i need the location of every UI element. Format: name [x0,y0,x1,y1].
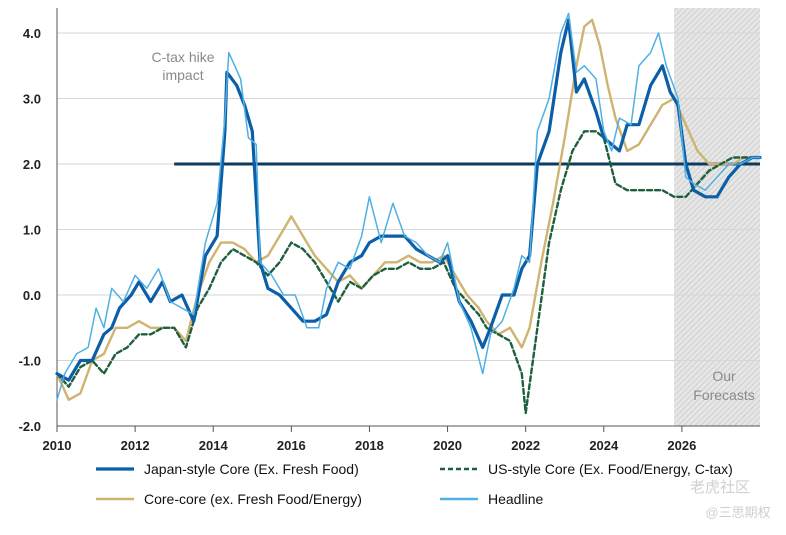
x-tick-label: 2022 [511,438,540,453]
x-tick-label: 2026 [667,438,696,453]
watermark-line2: @三思期权 [705,505,770,520]
x-tick-label: 2018 [355,438,384,453]
series-line-us-style-core-ex-food-energy-c-tax [55,130,762,415]
y-tick-label: 0.0 [23,288,41,303]
forecast-label-line1: Our [712,368,736,384]
forecast-region [674,8,760,426]
y-tick-label: 3.0 [23,92,41,107]
x-tick-label: 2010 [43,438,72,453]
y-tick-label: 1.0 [23,223,41,238]
x-tick-label: 2024 [589,438,619,453]
y-tick-label: -2.0 [19,419,41,434]
x-tick-label: 2020 [433,438,462,453]
annotation-line1: C-tax hike [151,49,214,65]
annotation-line2: impact [162,67,203,83]
legend: Japan-style Core (Ex. Fresh Food) US-styl… [96,461,733,507]
y-tick-label: 4.0 [23,26,41,41]
legend-label: Japan-style Core (Ex. Fresh Food) [144,461,359,477]
legend-label: Headline [488,491,543,507]
forecast-label-line2: Forecasts [693,387,754,403]
x-tick-label: 2012 [121,438,150,453]
y-tick-label: 2.0 [23,157,41,172]
watermark-line1: 老虎社区 [690,479,750,496]
series-line-japan-style-core-ex-fresh-food [55,18,762,382]
series-line-headline [56,12,761,401]
legend-label: Core-core (ex. Fresh Food/Energy) [144,491,362,507]
x-tick-label: 2016 [277,438,306,453]
x-tick-label: 2014 [199,438,229,453]
y-tick-label: -1.0 [19,354,41,369]
legend-label: US-style Core (Ex. Food/Energy, C-tax) [488,461,733,477]
